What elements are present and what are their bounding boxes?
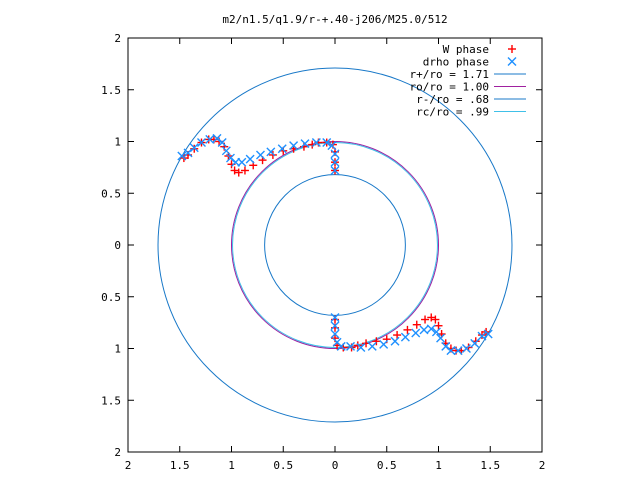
data-point xyxy=(330,321,340,331)
data-point xyxy=(230,166,239,175)
data-point xyxy=(412,320,421,329)
circle-ro xyxy=(231,141,439,349)
data-point xyxy=(330,329,340,339)
data-point xyxy=(266,147,276,157)
data-point xyxy=(205,134,215,144)
data-point xyxy=(255,150,265,160)
data-point xyxy=(311,138,321,148)
data-points xyxy=(177,133,493,356)
data-point xyxy=(330,157,340,167)
data-point xyxy=(240,166,249,175)
data-point xyxy=(356,342,366,352)
data-point xyxy=(212,133,222,143)
data-point xyxy=(327,141,337,151)
data-point xyxy=(221,146,231,156)
data-point xyxy=(268,150,277,159)
data-point xyxy=(390,336,400,346)
circle-r- xyxy=(264,174,406,316)
y-tick-label: 1.5 xyxy=(101,84,121,97)
data-point xyxy=(436,333,446,343)
y-tick-label: 0.5 xyxy=(101,291,121,304)
y-tick-label: 0.5 xyxy=(101,187,121,200)
data-point xyxy=(427,313,436,322)
data-point xyxy=(400,332,410,342)
data-point xyxy=(367,341,377,351)
y-tick-label: 1 xyxy=(114,136,121,149)
x-tick-label: 1 xyxy=(435,459,442,472)
data-point xyxy=(431,315,440,324)
x-tick-label: 2 xyxy=(539,459,546,472)
data-point xyxy=(477,331,486,340)
legend-label: r+/ro = 1.71 xyxy=(410,68,489,81)
y-tick-label: 0 xyxy=(114,239,121,252)
y-tick-label: 2 xyxy=(114,446,121,459)
data-point xyxy=(330,149,340,159)
legend-marker xyxy=(508,45,516,53)
data-point xyxy=(470,338,480,348)
series-drho-phase xyxy=(177,133,493,356)
legend-marker xyxy=(507,57,517,66)
data-point xyxy=(461,344,471,353)
axis-ticks: 2 1.5 1 0.5 0 0.5 1 1.5 221.510.500.511.52 xyxy=(101,32,545,472)
legend-label: ro/ro = 1.00 xyxy=(410,81,489,94)
data-point xyxy=(234,168,243,177)
data-point xyxy=(330,165,340,175)
data-point xyxy=(421,315,430,324)
legend-label: rc/ro = .99 xyxy=(416,106,489,119)
legend-label: r-/ro = .68 xyxy=(416,93,489,106)
data-point xyxy=(441,341,451,351)
x-tick-label: 1 xyxy=(228,459,235,472)
data-point xyxy=(477,331,487,341)
data-point xyxy=(346,341,356,351)
x-tick-label: 1.5 xyxy=(480,459,500,472)
data-point xyxy=(225,153,235,163)
data-point xyxy=(245,154,255,164)
data-point xyxy=(183,148,193,158)
data-point xyxy=(483,329,493,339)
data-point xyxy=(189,143,199,153)
x-tick-label: 0 xyxy=(332,459,339,472)
reference-circles xyxy=(157,67,513,423)
data-point xyxy=(196,138,206,148)
series-W-phase xyxy=(179,135,491,355)
data-point xyxy=(177,151,187,161)
x-tick-label: 0.5 xyxy=(273,459,293,472)
data-point xyxy=(237,157,247,167)
data-point xyxy=(322,138,332,148)
data-point xyxy=(277,144,287,154)
data-point xyxy=(372,337,381,346)
data-point xyxy=(332,337,342,347)
data-point xyxy=(393,331,402,340)
data-point xyxy=(453,346,463,356)
y-tick-label: 1.5 xyxy=(101,394,121,407)
data-point xyxy=(431,327,441,337)
y-tick-label: 1 xyxy=(114,343,121,356)
y-tick-label: 2 xyxy=(114,32,121,45)
chart-title: m2/n1.5/q1.9/r-+.40-j206/M25.0/512 xyxy=(222,13,447,26)
data-point xyxy=(300,139,310,149)
data-point xyxy=(446,346,456,356)
data-point xyxy=(217,138,227,148)
data-point xyxy=(419,325,429,335)
circle-r+ xyxy=(157,67,513,423)
data-point xyxy=(353,341,362,350)
data-point xyxy=(411,328,421,338)
x-tick-label: 2 xyxy=(125,459,132,472)
data-point xyxy=(330,312,340,322)
data-point xyxy=(434,321,443,330)
data-point xyxy=(379,339,389,349)
legend-label: W phase xyxy=(443,43,489,56)
data-point xyxy=(426,324,436,334)
data-point xyxy=(289,141,299,151)
legend-label: drho phase xyxy=(423,56,489,69)
x-tick-label: 1.5 xyxy=(170,459,190,472)
x-tick-label: 0.5 xyxy=(377,459,397,472)
data-point xyxy=(403,325,412,334)
